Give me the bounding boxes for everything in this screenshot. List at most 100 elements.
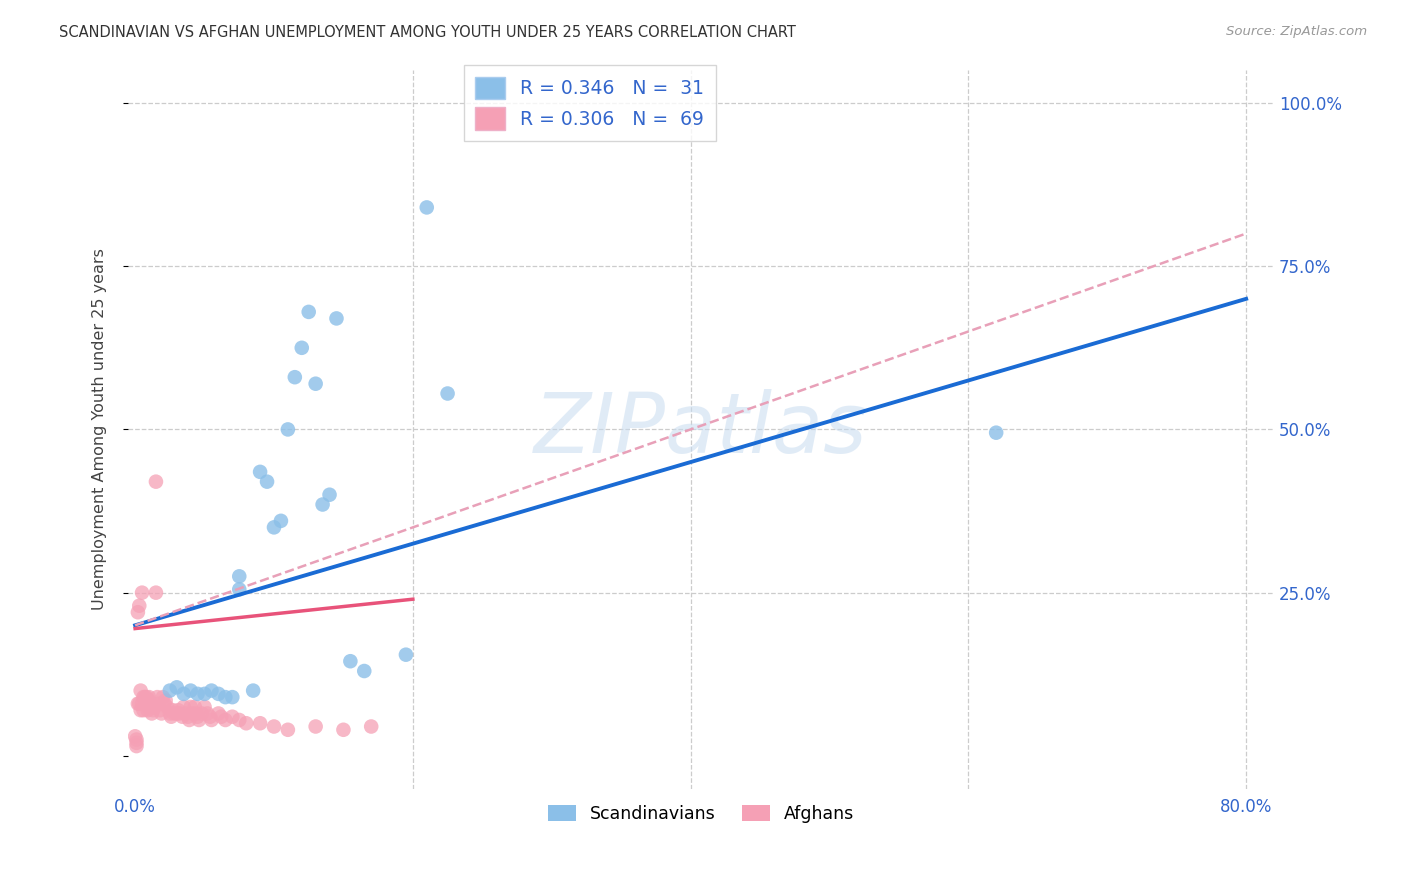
Point bbox=[221, 709, 243, 723]
Point bbox=[142, 703, 165, 717]
Point bbox=[173, 687, 195, 701]
Point bbox=[360, 719, 382, 733]
Point bbox=[228, 713, 250, 727]
Point bbox=[125, 739, 148, 753]
Point bbox=[228, 569, 250, 583]
Point bbox=[125, 732, 148, 747]
Point bbox=[214, 690, 236, 705]
Point bbox=[132, 690, 155, 705]
Point bbox=[136, 703, 159, 717]
Point bbox=[132, 703, 155, 717]
Text: Source: ZipAtlas.com: Source: ZipAtlas.com bbox=[1226, 25, 1367, 38]
Point bbox=[263, 520, 285, 534]
Point bbox=[193, 687, 215, 701]
Point bbox=[166, 681, 188, 695]
Point bbox=[207, 706, 229, 721]
Point bbox=[129, 683, 152, 698]
Point bbox=[141, 706, 163, 721]
Legend: Scandinavians, Afghans: Scandinavians, Afghans bbox=[541, 798, 860, 830]
Point bbox=[138, 700, 160, 714]
Point bbox=[180, 683, 202, 698]
Point bbox=[131, 697, 153, 711]
Point bbox=[141, 700, 163, 714]
Point bbox=[180, 700, 202, 714]
Point bbox=[242, 683, 264, 698]
Point bbox=[146, 690, 169, 705]
Point bbox=[155, 693, 177, 707]
Point bbox=[160, 709, 183, 723]
Point bbox=[125, 736, 148, 750]
Point bbox=[179, 713, 201, 727]
Point bbox=[235, 716, 257, 731]
Point bbox=[156, 700, 179, 714]
Point bbox=[263, 719, 285, 733]
Point bbox=[214, 713, 236, 727]
Point bbox=[228, 582, 250, 597]
Point bbox=[277, 422, 299, 436]
Text: ZIPatlas: ZIPatlas bbox=[534, 389, 868, 470]
Point bbox=[127, 605, 149, 619]
Y-axis label: Unemployment Among Youth under 25 years: Unemployment Among Youth under 25 years bbox=[93, 249, 107, 610]
Point bbox=[436, 386, 458, 401]
Point bbox=[311, 498, 333, 512]
Point bbox=[148, 697, 170, 711]
Point bbox=[173, 700, 195, 714]
Point bbox=[207, 687, 229, 701]
Point bbox=[305, 719, 328, 733]
Point bbox=[195, 706, 218, 721]
Point bbox=[159, 706, 181, 721]
Point bbox=[277, 723, 299, 737]
Point bbox=[134, 690, 156, 705]
Point bbox=[339, 654, 361, 668]
Point bbox=[172, 709, 194, 723]
Point bbox=[200, 683, 222, 698]
Point bbox=[198, 709, 221, 723]
Point bbox=[149, 703, 172, 717]
Point bbox=[129, 703, 152, 717]
Point bbox=[191, 706, 214, 721]
Point bbox=[209, 709, 232, 723]
Point bbox=[298, 305, 321, 319]
Point bbox=[174, 706, 197, 721]
Point bbox=[188, 713, 211, 727]
Point bbox=[221, 690, 243, 705]
Point bbox=[162, 703, 184, 717]
Point bbox=[159, 683, 181, 698]
Point bbox=[143, 700, 166, 714]
Point bbox=[163, 706, 186, 721]
Point bbox=[138, 693, 160, 707]
Point bbox=[128, 697, 150, 711]
Point bbox=[150, 706, 173, 721]
Point bbox=[153, 697, 176, 711]
Point bbox=[169, 706, 191, 721]
Point bbox=[284, 370, 307, 384]
Point bbox=[187, 709, 209, 723]
Point bbox=[145, 585, 167, 599]
Point bbox=[177, 709, 200, 723]
Point bbox=[395, 648, 418, 662]
Point bbox=[249, 465, 271, 479]
Point bbox=[193, 700, 215, 714]
Point bbox=[131, 585, 153, 599]
Point bbox=[127, 697, 149, 711]
Point bbox=[291, 341, 314, 355]
Point bbox=[138, 690, 160, 705]
Point bbox=[186, 706, 208, 721]
Text: SCANDINAVIAN VS AFGHAN UNEMPLOYMENT AMONG YOUTH UNDER 25 YEARS CORRELATION CHART: SCANDINAVIAN VS AFGHAN UNEMPLOYMENT AMON… bbox=[59, 25, 796, 40]
Point bbox=[305, 376, 328, 391]
Point bbox=[167, 703, 190, 717]
Point bbox=[353, 664, 375, 678]
Point bbox=[318, 488, 340, 502]
Point bbox=[187, 687, 209, 701]
Point bbox=[152, 690, 174, 705]
Point bbox=[256, 475, 278, 489]
Point bbox=[135, 690, 157, 705]
Point bbox=[128, 599, 150, 613]
Point bbox=[166, 706, 188, 721]
Point bbox=[124, 729, 146, 743]
Point bbox=[249, 716, 271, 731]
Point bbox=[184, 700, 207, 714]
Point bbox=[416, 201, 439, 215]
Point bbox=[270, 514, 292, 528]
Point bbox=[332, 723, 354, 737]
